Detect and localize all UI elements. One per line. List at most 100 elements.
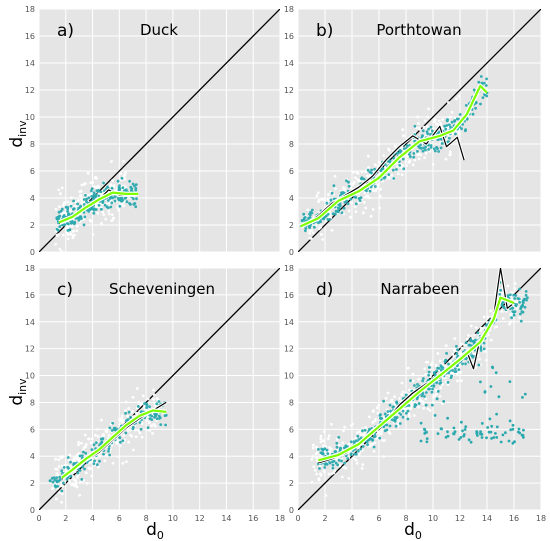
teal-point — [514, 294, 518, 297]
white-point — [98, 454, 102, 458]
y-tick-label: 4 — [289, 194, 294, 203]
teal-point — [76, 216, 80, 220]
white-point — [446, 126, 450, 130]
teal-point — [76, 471, 80, 475]
teal-point — [85, 197, 88, 201]
white-point — [93, 176, 97, 180]
teal-point — [355, 439, 358, 442]
white-point — [327, 193, 330, 197]
white-point — [375, 187, 379, 191]
white-point — [77, 441, 81, 444]
teal-point — [108, 426, 112, 430]
white-point — [139, 403, 142, 407]
teal-point — [342, 206, 346, 210]
white-point — [90, 192, 94, 196]
teal-point — [378, 414, 382, 417]
teal-point — [425, 391, 428, 394]
white-point — [393, 395, 396, 398]
y-axis-label-bottom: dinv — [7, 378, 29, 406]
x-tick-label: 14 — [482, 514, 492, 523]
white-point — [327, 434, 331, 438]
green-line — [61, 409, 167, 479]
panel-title: Narrabeen — [380, 280, 459, 298]
white-point — [123, 178, 126, 181]
teal-point — [346, 457, 350, 460]
teal-point — [116, 197, 120, 200]
white-point — [350, 201, 353, 205]
teal-point — [482, 341, 486, 345]
white-point — [486, 315, 490, 319]
teal-point — [138, 421, 142, 424]
teal-point — [345, 179, 348, 183]
teal-point — [497, 395, 501, 399]
white-point — [66, 233, 70, 237]
x-tick-label: 12 — [195, 514, 205, 523]
teal-point — [145, 406, 149, 409]
y-tick-label: 6 — [30, 425, 35, 434]
teal-point — [90, 194, 94, 198]
teal-point — [436, 390, 440, 393]
teal-point — [358, 199, 362, 203]
teal-point — [100, 207, 103, 211]
white-point — [400, 393, 404, 397]
teal-point — [449, 376, 453, 379]
teal-point — [326, 212, 330, 216]
white-point — [122, 434, 126, 437]
teal-point — [480, 436, 484, 439]
white-point — [421, 402, 425, 405]
green-line — [318, 296, 515, 462]
white-point — [54, 207, 58, 211]
teal-point — [471, 112, 475, 116]
teal-point — [494, 371, 498, 374]
teal-point — [388, 403, 392, 407]
teal-point — [92, 443, 96, 447]
white-point — [152, 397, 155, 401]
teal-point — [356, 434, 360, 438]
white-point — [60, 456, 63, 460]
white-point — [312, 443, 315, 447]
teal-point — [429, 133, 432, 136]
white-point — [398, 397, 401, 400]
y-axis-label-sub: inv — [16, 378, 29, 395]
teal-point — [444, 127, 448, 131]
white-point — [343, 425, 347, 429]
teal-point — [398, 422, 402, 425]
teal-point — [479, 380, 482, 384]
teal-point — [154, 414, 158, 418]
teal-point — [414, 403, 418, 407]
teal-point — [482, 81, 486, 85]
teal-point — [409, 155, 412, 159]
teal-point — [388, 160, 392, 164]
white-point — [422, 125, 426, 129]
teal-point — [66, 209, 69, 213]
white-point — [89, 219, 93, 223]
white-point — [432, 395, 436, 399]
white-point — [377, 142, 380, 146]
teal-point — [113, 195, 117, 199]
white-point — [381, 439, 384, 442]
teal-point — [412, 155, 416, 159]
white-point — [444, 365, 448, 368]
teal-point — [392, 405, 395, 409]
teal-point — [394, 424, 398, 428]
teal-point — [523, 392, 527, 396]
white-point — [111, 179, 114, 182]
white-point — [61, 233, 65, 237]
teal-point — [436, 432, 440, 435]
teal-point — [402, 167, 406, 171]
teal-point — [427, 370, 431, 374]
panel-4: 0 2 4 6 8 10 12 14 16 18 0 2 4 6 8 10 12 14 16 18 d) Narrabee… — [284, 264, 546, 523]
x-tick-label: 8 — [144, 514, 149, 523]
white-point — [409, 407, 413, 410]
teal-point — [398, 164, 402, 167]
teal-point — [404, 393, 408, 397]
white-point — [316, 191, 320, 195]
teal-point — [405, 411, 408, 415]
white-point — [362, 433, 365, 436]
white-point — [364, 206, 368, 210]
white-point — [384, 396, 388, 400]
white-point — [342, 465, 346, 469]
teal-point — [450, 120, 454, 124]
y-tick-label: 16 — [284, 32, 294, 41]
white-point — [80, 441, 83, 445]
